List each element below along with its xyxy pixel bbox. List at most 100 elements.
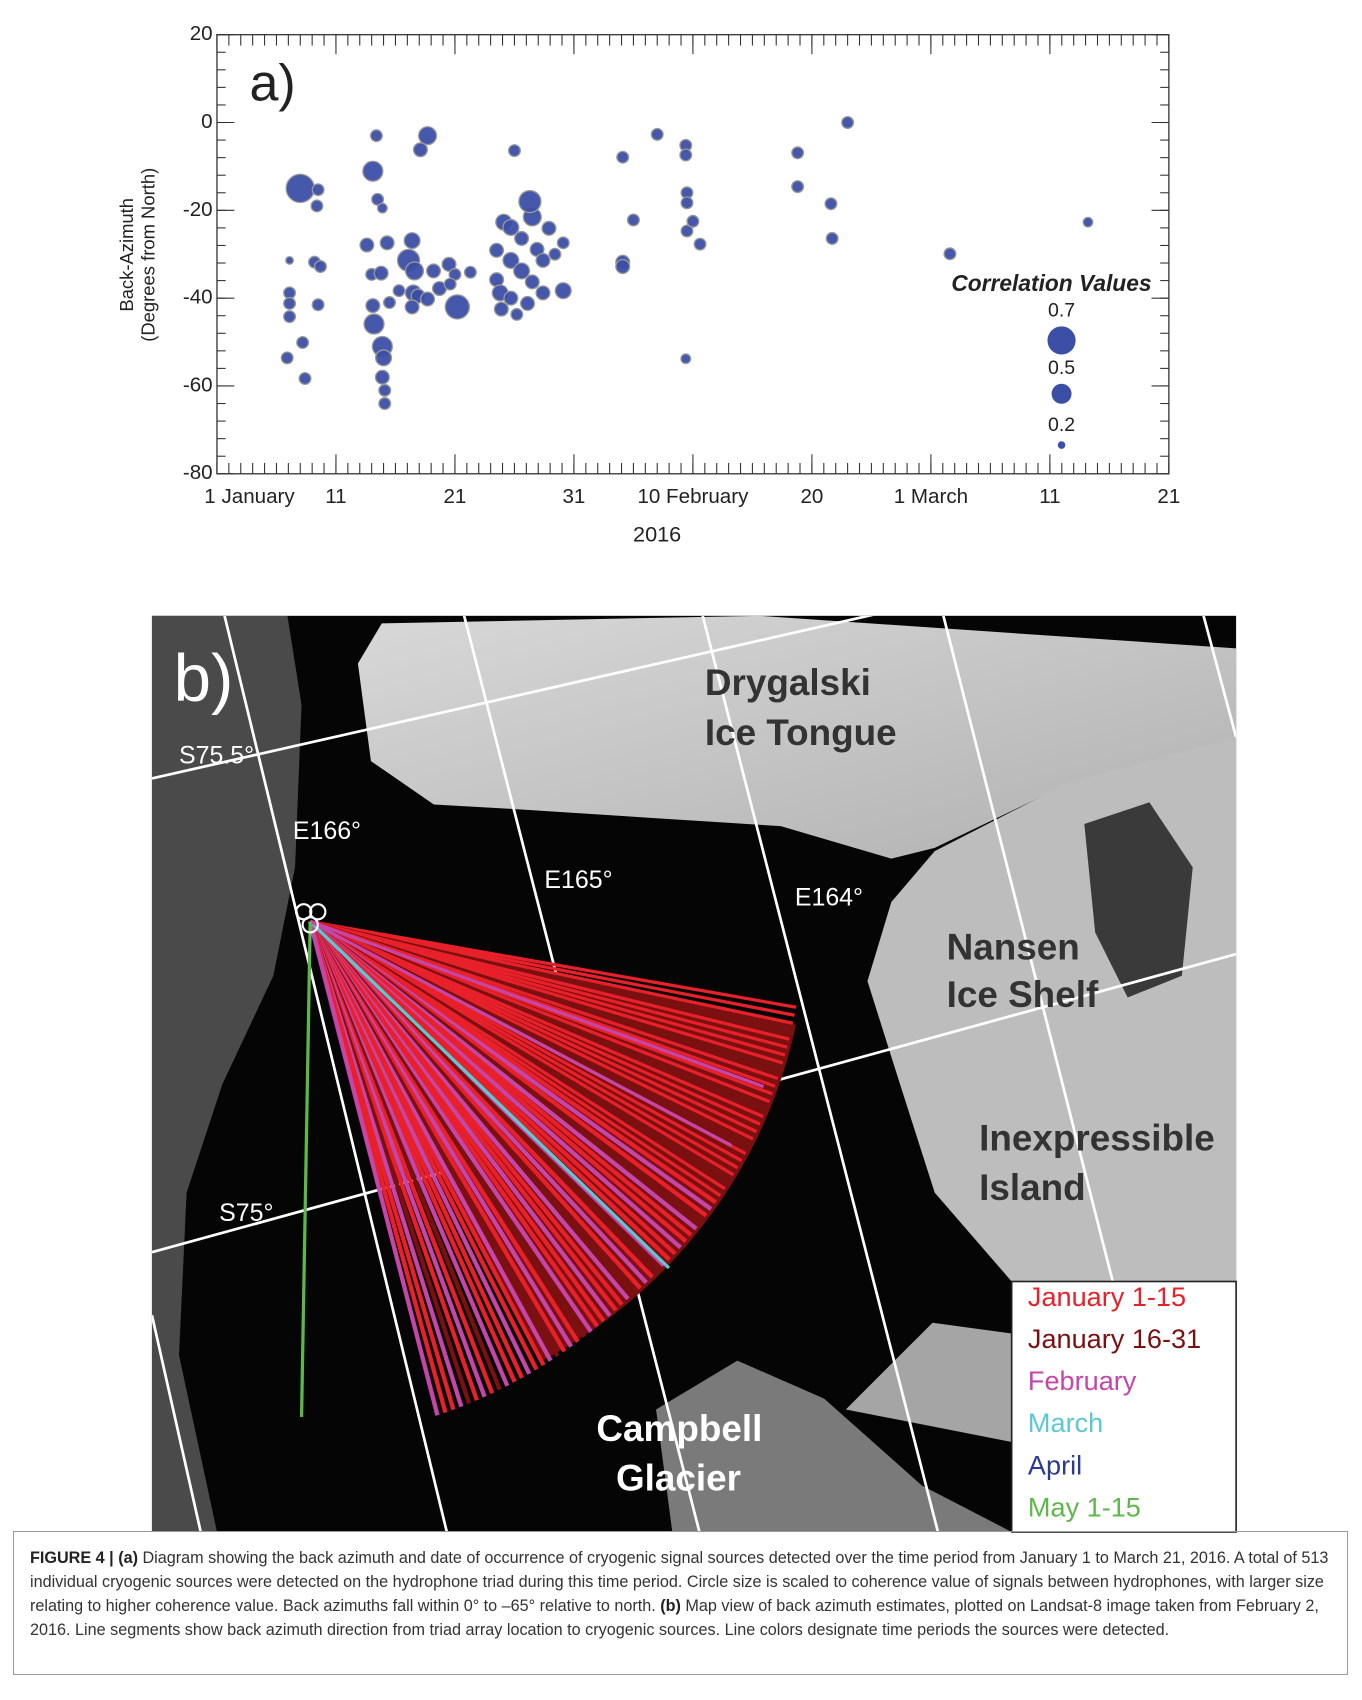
azimuth-line xyxy=(309,920,765,1089)
bubble xyxy=(311,183,325,197)
graticule-labels: S75.5° E166° E165° E164° S75° xyxy=(179,741,863,1227)
bubble xyxy=(444,294,471,320)
y-tick-label: -20 xyxy=(183,198,213,221)
bubble xyxy=(310,199,324,213)
size-legend-bubble xyxy=(1057,441,1066,449)
size-legend-label: 0.5 xyxy=(1048,357,1075,379)
azimuth-line xyxy=(309,920,671,1270)
bubble xyxy=(373,265,389,281)
bubble xyxy=(404,299,420,315)
bubble xyxy=(680,353,692,365)
bubble xyxy=(311,298,325,312)
bubble xyxy=(616,150,630,164)
bubble xyxy=(519,295,536,311)
bubble xyxy=(285,255,294,265)
map-legend-box xyxy=(1010,1280,1237,1533)
y-tick-label: 0 xyxy=(201,110,212,133)
size-legend-title: Correlation Values xyxy=(951,270,1151,296)
map-legend-entry: April xyxy=(1028,1449,1082,1480)
bubble xyxy=(507,144,521,158)
place-label: Island xyxy=(979,1167,1086,1208)
panel-label: a) xyxy=(249,54,295,112)
x-tick-label: 21 xyxy=(444,485,467,508)
bubble xyxy=(283,296,297,310)
graticule-label: E164° xyxy=(795,883,863,911)
place-label: Campbell xyxy=(596,1408,762,1449)
bubble xyxy=(489,242,505,258)
size-legend-bubble xyxy=(1047,326,1076,355)
map-legend-entry: February xyxy=(1028,1365,1137,1396)
size-legend-label: 0.7 xyxy=(1048,299,1075,321)
bubble xyxy=(841,116,855,130)
bubble xyxy=(556,236,570,250)
y-tick-label: -80 xyxy=(183,461,213,484)
bubble xyxy=(365,298,381,314)
bubble xyxy=(369,129,383,143)
x-tick-label: 31 xyxy=(562,485,585,508)
bubble xyxy=(378,383,392,397)
bubble xyxy=(371,192,385,206)
x-axis-label: 2016 xyxy=(633,521,681,546)
map-legend-entry: March xyxy=(1028,1407,1103,1438)
place-label: Drygalski xyxy=(705,662,871,703)
bubble xyxy=(463,265,477,279)
map-legend-entry: January 1-15 xyxy=(1028,1281,1186,1312)
rock xyxy=(1084,802,1193,998)
bubble xyxy=(359,237,375,253)
bubble xyxy=(425,263,442,279)
caption-text: Diagram showing the back azimuth and dat… xyxy=(30,1549,1329,1615)
x-tick-label: 20 xyxy=(800,485,823,508)
bubble xyxy=(417,126,438,146)
bubble xyxy=(379,235,395,251)
bubble xyxy=(791,180,805,194)
size-legend-label: 0.2 xyxy=(1048,414,1075,436)
bubble xyxy=(679,148,693,162)
bubble xyxy=(554,282,572,300)
bubble xyxy=(626,213,640,227)
bubble xyxy=(524,274,540,290)
bubble xyxy=(514,230,530,246)
place-labels: Drygalski Ice Tongue Nansen Ice Shelf In… xyxy=(596,662,1214,1499)
bubble xyxy=(280,351,294,365)
size-legend-bubble xyxy=(1051,383,1072,404)
bubble xyxy=(420,291,436,307)
graticule-label: S75.5° xyxy=(179,741,254,769)
caption-a-label: (a) xyxy=(118,1549,138,1567)
bubble xyxy=(513,262,531,280)
bubble xyxy=(378,397,392,411)
bubble xyxy=(493,301,509,317)
x-tick-label: 21 xyxy=(1157,485,1180,508)
bubble xyxy=(548,247,562,261)
bubble xyxy=(503,290,519,306)
bubble xyxy=(791,146,805,160)
y-tick-label: -60 xyxy=(183,373,213,396)
y-axis-label-line: (Degrees from North) xyxy=(138,168,159,342)
bubble xyxy=(376,202,388,214)
bubble xyxy=(374,349,393,367)
bubble xyxy=(1082,216,1094,228)
caption: FIGURE 4 | (a) Diagram showing the back … xyxy=(13,1531,1348,1675)
x-tick-label: 1 March xyxy=(894,485,968,508)
bubble xyxy=(502,218,520,237)
panel-label: b) xyxy=(174,641,234,716)
bubble xyxy=(404,261,425,281)
bubble xyxy=(392,284,406,298)
azimuth-line xyxy=(299,921,312,1417)
bubble xyxy=(680,224,694,238)
bubble xyxy=(412,142,428,158)
coast-west xyxy=(151,615,302,1532)
azimuth-fan xyxy=(299,919,797,1417)
bubble xyxy=(363,313,385,335)
azimuth-line xyxy=(308,921,440,1416)
bubble xyxy=(285,173,316,204)
panel-a: a) 2016 Back-Azimuth (Degrees from North… xyxy=(116,22,1180,546)
bubble xyxy=(518,189,542,214)
map-layers xyxy=(151,615,1237,1532)
map-legend: January 1-15 January 16-31 February March Ap… xyxy=(1028,1281,1201,1522)
bubble xyxy=(403,232,421,250)
y-axis-label-line: Back-Azimuth xyxy=(116,198,137,312)
bubble xyxy=(296,335,310,350)
campbell-land xyxy=(656,1360,1012,1532)
bubble xyxy=(502,251,520,269)
